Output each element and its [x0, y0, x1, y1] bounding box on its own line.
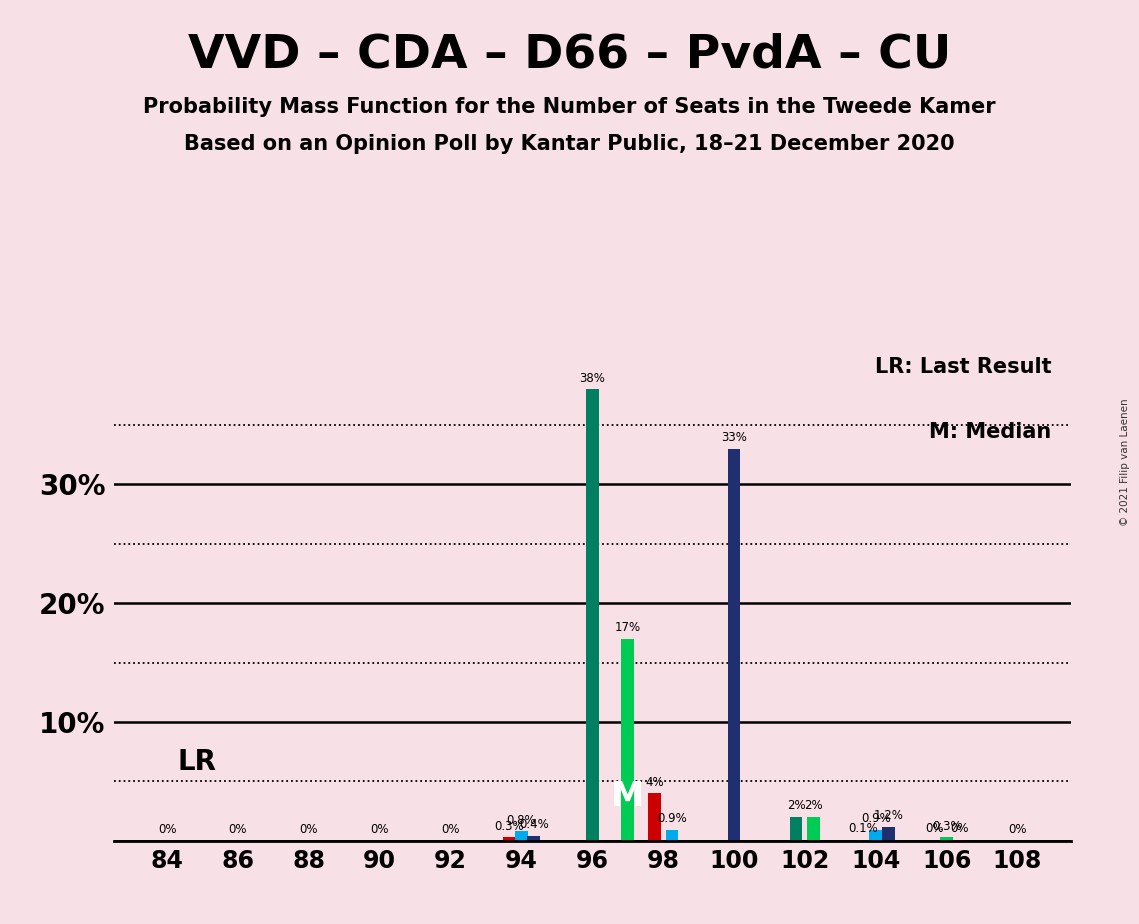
- Text: 0.3%: 0.3%: [932, 820, 961, 833]
- Text: Based on an Opinion Poll by Kantar Public, 18–21 December 2020: Based on an Opinion Poll by Kantar Publi…: [185, 134, 954, 154]
- Bar: [527, 836, 540, 841]
- Bar: [882, 827, 894, 841]
- Bar: [869, 830, 882, 841]
- Text: 2%: 2%: [787, 799, 805, 812]
- Text: 0.9%: 0.9%: [861, 812, 891, 825]
- Bar: [502, 837, 515, 841]
- Bar: [648, 794, 661, 841]
- Text: 4%: 4%: [645, 775, 664, 788]
- Text: 0%: 0%: [158, 823, 177, 836]
- Text: 0%: 0%: [441, 823, 460, 836]
- Text: © 2021 Filip van Laenen: © 2021 Filip van Laenen: [1120, 398, 1130, 526]
- Bar: [585, 389, 599, 841]
- Text: M: M: [612, 780, 645, 813]
- Bar: [808, 817, 820, 841]
- Text: 0%: 0%: [370, 823, 388, 836]
- Text: 0.4%: 0.4%: [519, 819, 549, 832]
- Bar: [857, 840, 870, 841]
- Text: 0.9%: 0.9%: [657, 812, 687, 825]
- Text: 1.2%: 1.2%: [874, 808, 903, 821]
- Bar: [728, 449, 740, 841]
- Text: 0%: 0%: [1008, 823, 1026, 836]
- Text: 38%: 38%: [580, 371, 605, 384]
- Bar: [665, 830, 679, 841]
- Text: 0.1%: 0.1%: [849, 822, 878, 835]
- Text: 0%: 0%: [229, 823, 247, 836]
- Bar: [941, 837, 953, 841]
- Text: 0%: 0%: [300, 823, 318, 836]
- Bar: [789, 817, 802, 841]
- Text: 0%: 0%: [950, 822, 968, 835]
- Bar: [515, 832, 527, 841]
- Text: 0.8%: 0.8%: [507, 814, 536, 827]
- Text: 0.3%: 0.3%: [494, 820, 524, 833]
- Text: 0%: 0%: [925, 822, 943, 835]
- Bar: [622, 638, 634, 841]
- Text: LR: LR: [178, 748, 216, 775]
- Text: M: Median: M: Median: [929, 421, 1051, 442]
- Text: 17%: 17%: [615, 621, 641, 634]
- Text: LR: Last Result: LR: Last Result: [875, 357, 1051, 377]
- Text: 33%: 33%: [721, 432, 747, 444]
- Text: Probability Mass Function for the Number of Seats in the Tweede Kamer: Probability Mass Function for the Number…: [144, 97, 995, 117]
- Text: 2%: 2%: [804, 799, 823, 812]
- Text: VVD – CDA – D66 – PvdA – CU: VVD – CDA – D66 – PvdA – CU: [188, 32, 951, 78]
